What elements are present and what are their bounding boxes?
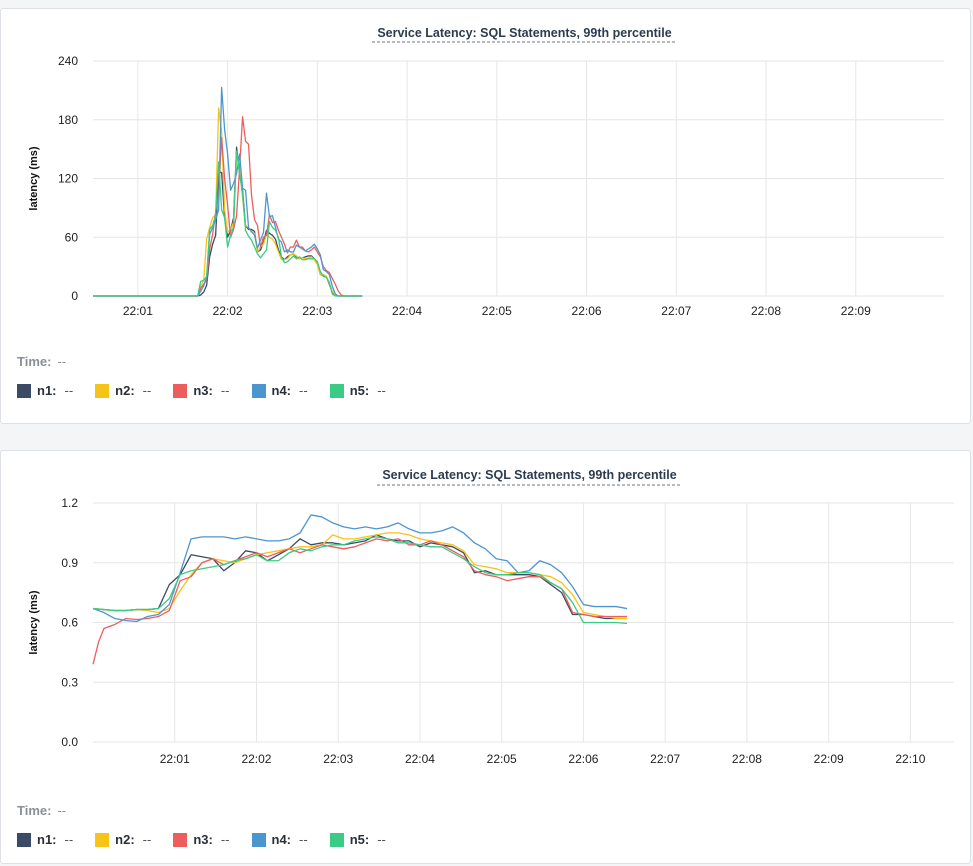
- legend-swatch-n5: [329, 832, 344, 847]
- legend-time-value: --: [57, 354, 67, 369]
- legend-swatch-n3: [173, 383, 188, 398]
- legend-time: Time: --: [17, 354, 408, 369]
- series-line-n5: [92, 536, 628, 625]
- x-tick-label: 22:05: [487, 752, 517, 766]
- legend-swatch-n3: [173, 832, 188, 847]
- legend-name: n5:: [349, 383, 370, 398]
- series-line-n4: [93, 86, 363, 297]
- x-tick-label: 22:02: [241, 752, 271, 766]
- y-tick-label: 0: [71, 289, 78, 303]
- legend-value: --: [142, 383, 152, 398]
- legend-value: --: [377, 383, 386, 398]
- x-tick-label: 22:08: [751, 304, 781, 318]
- y-tick-label: 0.6: [61, 616, 78, 630]
- legend-item-n3[interactable]: n3: --: [173, 832, 230, 847]
- x-tick-label: 22:02: [213, 304, 243, 318]
- legend-name: n1:: [37, 832, 57, 847]
- legend-value: --: [220, 832, 230, 847]
- chart-title: Service Latency: SQL Statements, 99th pe…: [377, 26, 671, 40]
- legend-name: n4:: [271, 832, 292, 847]
- legend-item-n1[interactable]: n1: --: [17, 832, 73, 847]
- y-axis-label: latency (ms): [28, 590, 40, 655]
- series-line-n2: [92, 532, 628, 620]
- legend-name: n5:: [349, 832, 370, 847]
- x-tick-label: 22:03: [323, 752, 353, 766]
- series-line-n5: [93, 150, 363, 297]
- legend-item-n1[interactable]: n1: --: [17, 383, 73, 398]
- legend-item-n5[interactable]: n5: --: [329, 832, 386, 847]
- legend-swatch-n2: [95, 383, 110, 398]
- x-tick-label: 22:03: [302, 304, 332, 318]
- legend-item-n2[interactable]: n2: --: [95, 832, 151, 847]
- chart-panel-1: Service Latency: SQL Statements, 99th pe…: [0, 8, 971, 424]
- y-tick-label: 1.2: [61, 496, 78, 510]
- x-tick-label: 22:01: [123, 304, 153, 318]
- y-tick-label: 120: [58, 172, 78, 186]
- legend-value: --: [142, 832, 152, 847]
- x-tick-label: 22:07: [661, 304, 691, 318]
- y-tick-label: 60: [65, 230, 79, 244]
- x-tick-label: 22:01: [160, 752, 190, 766]
- legend-value: --: [220, 383, 230, 398]
- legend-swatch-n5: [329, 383, 344, 398]
- legend-swatch-n4: [251, 832, 266, 847]
- x-tick-label: 22:06: [568, 752, 598, 766]
- y-tick-label: 0.9: [61, 556, 78, 570]
- legend-name: n3:: [193, 832, 213, 847]
- x-tick-label: 22:08: [732, 752, 762, 766]
- legend-time: Time: --: [17, 803, 408, 818]
- x-tick-label: 22:05: [482, 304, 512, 318]
- legend-swatch-n4: [251, 383, 266, 398]
- x-tick-label: 22:06: [572, 304, 602, 318]
- legend-swatch-n2: [95, 832, 110, 847]
- x-tick-label: 22:09: [814, 752, 844, 766]
- legend-swatch-n1: [17, 832, 31, 847]
- legend-item-n3[interactable]: n3: --: [173, 383, 230, 398]
- x-tick-label: 22:09: [841, 304, 871, 318]
- legend-time-label: Time:: [17, 803, 52, 818]
- y-tick-label: 0.0: [61, 735, 78, 749]
- legend-name: n2:: [115, 383, 135, 398]
- legend-name: n2:: [115, 832, 135, 847]
- series-line-n4: [92, 514, 628, 623]
- x-tick-label: 22:10: [895, 752, 925, 766]
- legend-item-n4[interactable]: n4: --: [251, 383, 308, 398]
- legend-1: Time: -- n1: -- n2: -- n3: -- n4: -- n5: --: [17, 354, 408, 398]
- chart-2: Service Latency: SQL Statements, 99th pe…: [28, 468, 954, 766]
- x-tick-label: 22:07: [650, 752, 680, 766]
- series-line-n3: [92, 538, 628, 665]
- y-axis-label: latency (ms): [28, 146, 40, 211]
- legend-value: --: [377, 832, 386, 847]
- legend-time-value: --: [57, 803, 67, 818]
- legend-time-label: Time:: [17, 354, 52, 369]
- x-tick-label: 22:04: [392, 304, 422, 318]
- chart-panel-2: Service Latency: SQL Statements, 99th pe…: [0, 450, 971, 864]
- legend-item-n4[interactable]: n4: --: [251, 832, 308, 847]
- legend-value: --: [299, 383, 308, 398]
- legend-value: --: [64, 832, 74, 847]
- y-tick-label: 180: [58, 113, 78, 127]
- legend-2: Time: -- n1: -- n2: -- n3: -- n4: -- n5: --: [17, 803, 408, 847]
- legend-name: n3:: [193, 383, 213, 398]
- legend-item-n2[interactable]: n2: --: [95, 383, 151, 398]
- y-tick-label: 240: [58, 54, 78, 68]
- legend-value: --: [64, 383, 74, 398]
- legend-name: n4:: [271, 383, 292, 398]
- legend-name: n1:: [37, 383, 57, 398]
- chart-title: Service Latency: SQL Statements, 99th pe…: [382, 468, 676, 482]
- legend-value: --: [299, 832, 308, 847]
- chart-1: Service Latency: SQL Statements, 99th pe…: [28, 26, 944, 318]
- legend-swatch-n1: [17, 383, 31, 398]
- legend-item-n5[interactable]: n5: --: [329, 383, 386, 398]
- y-tick-label: 0.3: [61, 675, 78, 689]
- series-line-n1: [92, 534, 628, 620]
- x-tick-label: 22:04: [405, 752, 435, 766]
